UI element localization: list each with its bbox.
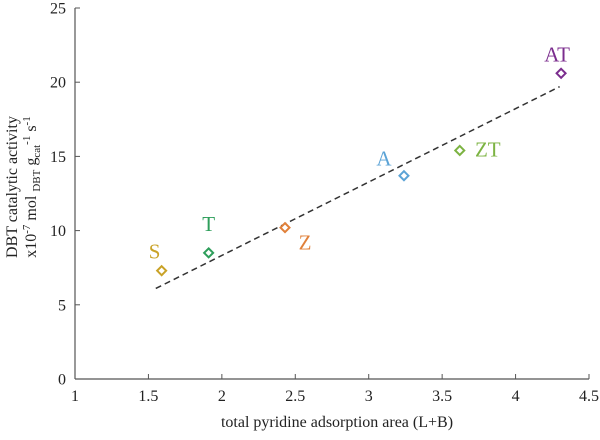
y-tick-label: 5: [58, 297, 66, 314]
data-points: [155, 67, 568, 277]
data-label-t: T: [202, 212, 215, 236]
x-ticks: 1 1.5 2 2.5 3 3.5 4 4.5: [71, 374, 599, 405]
y-axis-title-line2: x10-7 mol DBT gcat-1 s-1: [21, 116, 43, 257]
data-label-z: Z: [299, 231, 312, 255]
y-tick-label: 25: [50, 1, 66, 18]
data-point-labels: S T Z A ZT AT: [149, 42, 570, 263]
y-tick-label: 10: [50, 223, 66, 240]
data-point-at: [555, 67, 568, 80]
x-tick-label: 4.5: [579, 388, 599, 405]
y-ticks: 0 5 10 15 20 25: [50, 1, 80, 389]
trendline: [155, 85, 560, 290]
y-axis-title-line1: DBT catalytic activity: [4, 116, 21, 258]
x-tick-label: 1.5: [138, 388, 158, 405]
data-label-zt: ZT: [475, 137, 501, 161]
x-tick-label: 4: [512, 388, 520, 405]
data-point-s: [155, 264, 168, 277]
y-tick-label: 15: [50, 149, 66, 166]
y-tick-label: 0: [58, 372, 66, 389]
axes: [74, 8, 589, 380]
x-tick-label: 1: [71, 388, 79, 405]
y-axis-title: DBT catalytic activity x10-7 mol DBT gca…: [4, 116, 43, 258]
x-tick-label: 2.5: [285, 388, 305, 405]
data-point-zt: [453, 144, 466, 157]
x-axis-title: total pyridine adsorption area (L+B): [221, 414, 453, 431]
x-tick-label: 3.5: [432, 388, 452, 405]
data-point-a: [398, 169, 410, 182]
data-label-at: AT: [544, 42, 570, 66]
y-tick-label: 20: [50, 75, 66, 92]
data-label-a: A: [376, 147, 392, 171]
x-tick-label: 3: [365, 388, 373, 405]
data-point-z: [279, 221, 291, 234]
x-tick-label: 2: [218, 388, 226, 405]
data-point-t: [202, 246, 215, 259]
data-label-s: S: [149, 240, 161, 264]
